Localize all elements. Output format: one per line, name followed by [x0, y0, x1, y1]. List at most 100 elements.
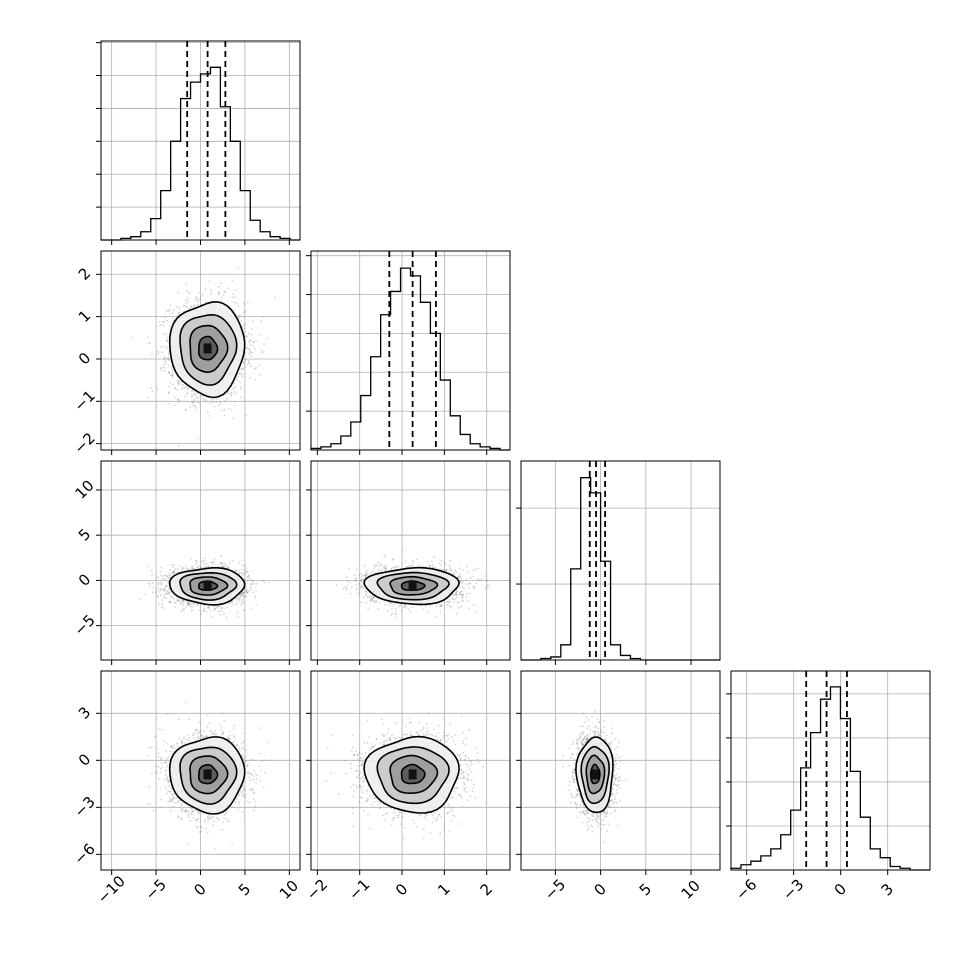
sample-point — [219, 282, 222, 285]
sample-point — [219, 562, 222, 565]
sample-point — [155, 592, 157, 595]
sample-point — [221, 610, 224, 612]
sample-point — [174, 602, 177, 604]
sample-point — [205, 562, 208, 565]
sample-point — [185, 393, 188, 396]
sample-point — [177, 380, 180, 383]
sample-point — [182, 608, 185, 611]
sample-point — [192, 305, 195, 307]
sample-point — [168, 594, 171, 596]
sample-point — [157, 596, 160, 598]
sample-point — [191, 608, 194, 611]
sample-point — [240, 368, 242, 371]
sample-point — [186, 567, 189, 570]
sample-point — [172, 571, 174, 573]
sample-point — [177, 313, 180, 315]
sample-point — [161, 582, 164, 585]
sample-point — [181, 600, 184, 603]
sample-point — [196, 603, 199, 606]
sample-point — [173, 601, 176, 604]
sample-point — [169, 325, 171, 328]
sample-point — [171, 595, 174, 598]
sample-point — [243, 323, 246, 325]
sample-point — [177, 382, 180, 385]
sample-point — [241, 591, 244, 594]
sample-point — [210, 288, 213, 291]
sample-point — [247, 361, 250, 364]
sample-point — [168, 402, 171, 405]
sample-point — [144, 593, 147, 596]
sample-point — [168, 577, 171, 580]
sample-point — [235, 571, 238, 574]
sample-point — [178, 380, 181, 383]
sample-point — [218, 293, 220, 296]
sample-point — [250, 583, 253, 586]
sample-point — [243, 311, 246, 314]
sample-point — [163, 589, 166, 592]
sample-point — [224, 400, 226, 402]
sample-point — [166, 340, 169, 343]
sample-point — [167, 308, 170, 311]
sample-point — [178, 399, 181, 402]
sample-point — [233, 569, 235, 572]
sample-point — [199, 298, 202, 301]
sample-point — [241, 373, 244, 376]
sample-point — [213, 558, 216, 560]
hist-panel-2 — [516, 460, 721, 661]
contour-line-0 — [168, 301, 246, 399]
sample-point — [230, 391, 233, 394]
sample-point — [165, 575, 168, 577]
sample-point — [176, 389, 179, 391]
sample-point — [238, 598, 241, 601]
sample-point — [218, 291, 221, 294]
sample-point — [204, 557, 206, 559]
sample-point — [195, 562, 197, 565]
sample-point — [192, 568, 195, 570]
sample-point — [195, 559, 197, 562]
sample-point — [188, 603, 191, 605]
sample-point — [198, 564, 201, 567]
sample-point — [233, 391, 236, 393]
sample-point — [246, 579, 249, 582]
sample-point — [158, 602, 160, 605]
sample-point — [174, 404, 176, 407]
sample-point — [168, 572, 171, 575]
sample-point — [242, 564, 245, 567]
sample-point — [258, 333, 261, 336]
sample-point — [235, 570, 237, 572]
sample-point — [172, 571, 175, 574]
sample-point — [161, 345, 164, 348]
sample-point — [228, 602, 231, 605]
sample-point — [246, 363, 249, 366]
sample-point — [183, 600, 186, 603]
sample-point — [176, 379, 179, 382]
sample-point — [238, 373, 241, 376]
sample-point — [206, 411, 209, 414]
sample-point — [182, 599, 185, 602]
sample-point — [252, 582, 255, 585]
sample-point — [242, 324, 245, 327]
sample-point — [258, 373, 261, 376]
sample-point — [249, 351, 252, 354]
sample-point — [246, 591, 249, 594]
sample-point — [188, 307, 191, 310]
sample-point — [234, 597, 237, 600]
sample-point — [263, 343, 266, 346]
sample-point — [221, 606, 224, 609]
sample-point — [209, 293, 212, 296]
sample-point — [212, 561, 214, 564]
sample-point — [167, 392, 170, 395]
sample-point — [184, 408, 187, 411]
sample-point — [177, 598, 180, 600]
sample-point — [216, 607, 219, 609]
sample-point — [180, 609, 183, 612]
sample-point — [201, 395, 204, 398]
sample-point — [261, 579, 264, 582]
sample-point — [220, 555, 222, 557]
sample-point — [186, 601, 189, 604]
sample-point — [156, 387, 159, 390]
sample-point — [219, 300, 222, 303]
sample-point — [172, 383, 175, 386]
sample-point — [204, 398, 207, 401]
sample-point — [167, 358, 170, 361]
